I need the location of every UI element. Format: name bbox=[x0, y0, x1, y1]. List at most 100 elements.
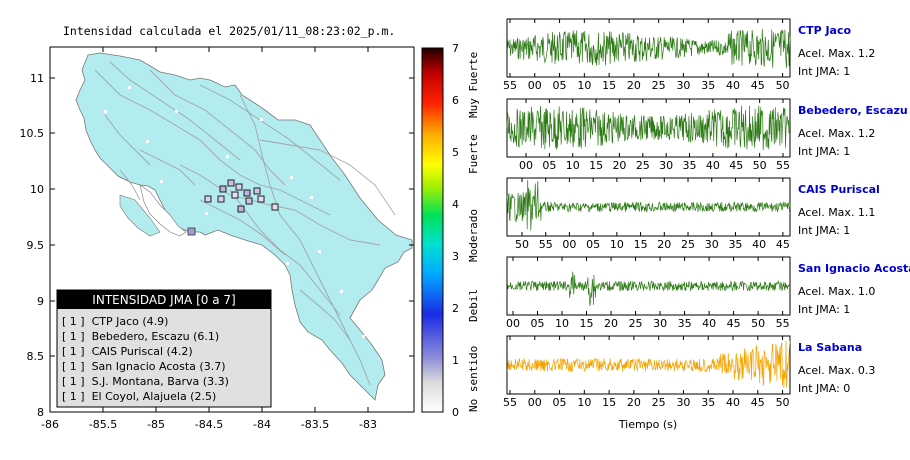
island bbox=[187, 227, 196, 236]
station-acel-max: Acel. Max. 1.0 bbox=[798, 285, 875, 298]
trace-tick-label: 05 bbox=[542, 159, 556, 172]
intensity-legend: INTENSIDAD JMA [0 a 7] [ 1 ] CTP Jaco (4… bbox=[56, 289, 272, 408]
trace-tick-label: 25 bbox=[681, 238, 695, 251]
station-name: CAIS Puriscal bbox=[798, 183, 880, 196]
trace-tick-label: 05 bbox=[586, 238, 600, 251]
trace-tick-label: 05 bbox=[553, 79, 567, 92]
trace-tick-label: 10 bbox=[555, 317, 569, 330]
trace-tick-label: 45 bbox=[751, 396, 765, 409]
trace-tick-label: 10 bbox=[577, 396, 591, 409]
trace-tick-label: 20 bbox=[612, 159, 626, 172]
legend-item: [ 1 ] Bebedero, Escazu (6.1) bbox=[62, 330, 219, 343]
trace-tick-label: 10 bbox=[577, 79, 591, 92]
colorbar-category: Fuerte bbox=[467, 134, 480, 174]
trace-tick-label: 05 bbox=[531, 317, 545, 330]
station-name: CTP Jaco bbox=[798, 24, 852, 37]
colorbar-tick: 6 bbox=[452, 94, 459, 107]
trace-tick-label: 55 bbox=[503, 396, 517, 409]
map-x-tick: -83.5 bbox=[301, 418, 329, 431]
trace-tick-label: 00 bbox=[528, 396, 542, 409]
legend-header-bg bbox=[57, 290, 271, 309]
trace-tick-label: 30 bbox=[676, 79, 690, 92]
seismogram-trace: 00 05 10 15 20 25 30 35 40 45 50 55 San Ignacio Acos… bbox=[506, 256, 910, 330]
trace-tick-label: 45 bbox=[776, 238, 790, 251]
map-x-tick: -84 bbox=[253, 418, 271, 431]
trace-tick-label: 35 bbox=[728, 238, 742, 251]
map-x-tick: -85 bbox=[147, 418, 165, 431]
map-y-tick: 8 bbox=[37, 406, 44, 419]
legend-item: [ 1 ] El Coyol, Alajuela (2.5) bbox=[62, 390, 216, 403]
trace-tick-label: 10 bbox=[566, 159, 580, 172]
seismogram-trace: 50 55 00 05 10 15 20 25 30 35 40 45 CAIS Puriscal Ace… bbox=[506, 177, 880, 251]
map-y-tick: 9 bbox=[37, 295, 44, 308]
trace-tick-label: 30 bbox=[676, 396, 690, 409]
trace-tick-label: 40 bbox=[726, 396, 740, 409]
page-title: Intensidad calculada el 2025/01/11_08:23… bbox=[63, 24, 395, 38]
trace-tick-label: 30 bbox=[705, 238, 719, 251]
station-acel-max: Acel. Max. 1.2 bbox=[798, 47, 875, 60]
trace-tick-label: 25 bbox=[636, 159, 650, 172]
map-y-tick: 11 bbox=[30, 72, 44, 85]
trace-tick-label: 55 bbox=[776, 159, 790, 172]
trace-tick-label: 20 bbox=[627, 79, 641, 92]
trace-tick-label: 50 bbox=[751, 317, 765, 330]
legend-item: [ 1 ] S.J. Montana, Barva (3.3) bbox=[62, 375, 229, 388]
trace-tick-label: 20 bbox=[627, 396, 641, 409]
trace-tick-label: 45 bbox=[729, 159, 743, 172]
station-int-jma: Int JMA: 1 bbox=[798, 224, 850, 237]
map-x-tick: -84.5 bbox=[195, 418, 223, 431]
colorbar-category: Muy Fuerte bbox=[467, 52, 480, 118]
map-y-axis bbox=[50, 77, 414, 357]
map-x-tick: -85.5 bbox=[89, 418, 117, 431]
waveform-line bbox=[506, 105, 791, 151]
trace-tick-label: 15 bbox=[634, 238, 648, 251]
trace-tick-label: 35 bbox=[683, 159, 697, 172]
trace-tick-label: 25 bbox=[652, 79, 666, 92]
trace-tick-label: 15 bbox=[580, 317, 594, 330]
station-markers[interactable] bbox=[204, 179, 279, 213]
trace-tick-label: 00 bbox=[519, 159, 533, 172]
legend-item: [ 1 ] CTP Jaco (4.9) bbox=[62, 315, 168, 328]
trace-tick-label: 20 bbox=[604, 317, 618, 330]
trace-tick-label: 40 bbox=[726, 79, 740, 92]
colorbar-category: Moderado bbox=[467, 209, 480, 262]
station-int-jma: Int JMA: 0 bbox=[798, 382, 850, 395]
trace-tick-label: 55 bbox=[776, 317, 790, 330]
station-int-jma: Int JMA: 1 bbox=[798, 303, 850, 316]
colorbar-tick: 1 bbox=[452, 354, 459, 367]
station-name: Bebedero, Escazu bbox=[798, 104, 908, 117]
trace-tick-label: 30 bbox=[659, 159, 673, 172]
trace-tick-label: 15 bbox=[589, 159, 603, 172]
trace-tick-label: 00 bbox=[528, 79, 542, 92]
seismogram-trace: 55 00 05 10 15 20 25 30 35 40 45 50 La Sabana Acel. M… bbox=[503, 335, 875, 409]
legend-header: INTENSIDAD JMA [0 a 7] bbox=[92, 293, 235, 307]
map-x-tick: -83 bbox=[359, 418, 377, 431]
station-acel-max: Acel. Max. 1.2 bbox=[798, 127, 875, 140]
trace-tick-label: 55 bbox=[539, 238, 553, 251]
trace-tick-label: 55 bbox=[503, 79, 517, 92]
station-name: La Sabana bbox=[798, 341, 862, 354]
colorbar-category: Debil bbox=[467, 289, 480, 322]
trace-tick-label: 40 bbox=[752, 238, 766, 251]
colorbar-category: No sentido bbox=[467, 346, 480, 412]
nicoya-peninsula bbox=[119, 194, 161, 237]
colorbar-tick: 7 bbox=[452, 42, 459, 55]
trace-tick-label: 25 bbox=[652, 396, 666, 409]
trace-tick-label: 45 bbox=[727, 317, 741, 330]
trace-tick-label: 50 bbox=[776, 396, 790, 409]
legend-item: [ 1 ] CAIS Puriscal (4.2) bbox=[62, 345, 193, 358]
colorbar-tick: 2 bbox=[452, 302, 459, 315]
station-int-jma: Int JMA: 1 bbox=[798, 145, 850, 158]
trace-tick-label: 15 bbox=[602, 79, 616, 92]
legend-item: [ 1 ] San Ignacio Acosta (3.7) bbox=[62, 360, 226, 373]
colorbar-tick: 5 bbox=[452, 146, 459, 159]
colorbar-tick: 4 bbox=[452, 198, 459, 211]
trace-tick-label: 35 bbox=[678, 317, 692, 330]
intensity-colorbar: 0 1 2 3 4 5 6 7 No sentido Debil Moderad… bbox=[421, 42, 480, 419]
seismogram-trace: 00 05 10 15 20 25 30 35 40 45 50 55 Bebedero, Escazu… bbox=[506, 98, 908, 172]
map-y-tick: 9.5 bbox=[27, 239, 45, 252]
trace-tick-label: 00 bbox=[562, 238, 576, 251]
trace-tick-label: 15 bbox=[602, 396, 616, 409]
trace-tick-label: 10 bbox=[610, 238, 624, 251]
colorbar-tick: 3 bbox=[452, 250, 459, 263]
